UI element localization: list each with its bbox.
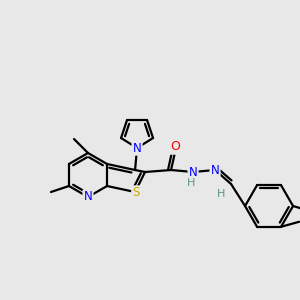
Text: N: N (84, 190, 92, 203)
Text: N: N (211, 164, 219, 176)
Text: N: N (189, 166, 197, 178)
Text: O: O (170, 140, 180, 154)
Text: N: N (133, 142, 141, 154)
Text: H: H (217, 189, 225, 199)
Text: H: H (187, 178, 195, 188)
Text: S: S (132, 187, 140, 200)
